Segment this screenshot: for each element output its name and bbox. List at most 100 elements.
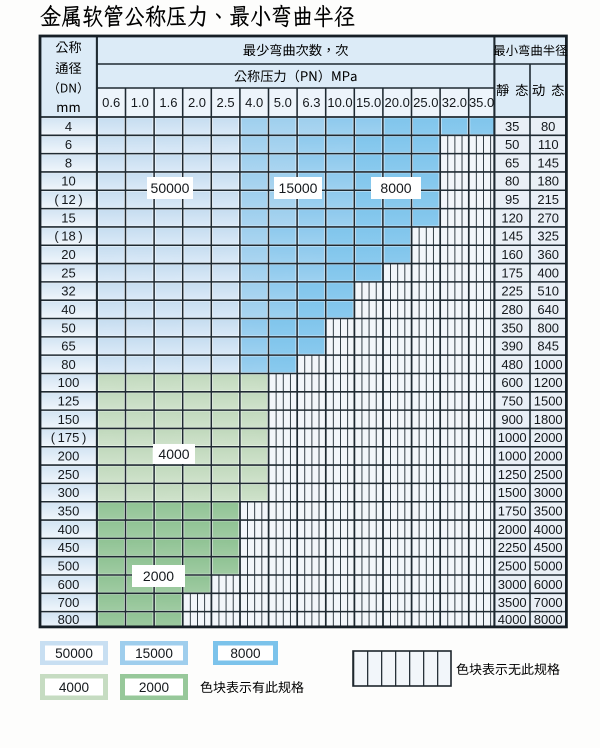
svg-text:4: 4 xyxy=(65,119,72,134)
svg-text:5000: 5000 xyxy=(534,558,563,573)
svg-text:1000: 1000 xyxy=(498,430,527,445)
svg-text:65: 65 xyxy=(505,155,519,170)
svg-text:2500: 2500 xyxy=(534,467,563,482)
svg-text:3500: 3500 xyxy=(498,595,527,610)
svg-text:25.0: 25.0 xyxy=(413,95,438,110)
svg-text:215: 215 xyxy=(537,192,559,207)
svg-text:8000: 8000 xyxy=(534,612,563,627)
svg-text:1.0: 1.0 xyxy=(131,95,149,110)
svg-text:1750: 1750 xyxy=(498,504,527,519)
svg-text:700: 700 xyxy=(58,595,80,610)
svg-text:6.3: 6.3 xyxy=(302,95,320,110)
svg-text:600: 600 xyxy=(501,375,523,390)
svg-text:100: 100 xyxy=(58,375,80,390)
svg-text:1800: 1800 xyxy=(534,412,563,427)
svg-text:32.0: 32.0 xyxy=(442,95,467,110)
svg-text:280: 280 xyxy=(501,302,523,317)
svg-text:2000: 2000 xyxy=(498,522,527,537)
svg-text:900: 900 xyxy=(501,412,523,427)
svg-text:400: 400 xyxy=(58,522,80,537)
svg-text:480: 480 xyxy=(501,357,523,372)
svg-text:2500: 2500 xyxy=(498,558,527,573)
svg-text:3000: 3000 xyxy=(534,485,563,500)
svg-text:800: 800 xyxy=(537,320,559,335)
svg-text:1500: 1500 xyxy=(534,394,563,409)
svg-text:2000: 2000 xyxy=(534,430,563,445)
svg-text:500: 500 xyxy=(58,558,80,573)
svg-text:( 12 ): ( 12 ) xyxy=(54,192,82,207)
svg-text:325: 325 xyxy=(537,229,559,244)
svg-text:350: 350 xyxy=(501,320,523,335)
svg-text:32: 32 xyxy=(61,284,75,299)
svg-text:1.6: 1.6 xyxy=(159,95,177,110)
svg-text:8000: 8000 xyxy=(380,180,411,196)
svg-text:15: 15 xyxy=(61,210,75,225)
svg-text:15000: 15000 xyxy=(135,646,173,661)
svg-text:4000: 4000 xyxy=(534,522,563,537)
svg-text:180: 180 xyxy=(537,174,559,189)
svg-text:1250: 1250 xyxy=(498,467,527,482)
svg-text:50: 50 xyxy=(505,137,519,152)
svg-text:270: 270 xyxy=(537,210,559,225)
svg-text:145: 145 xyxy=(537,155,559,170)
svg-text:4000: 4000 xyxy=(59,680,90,695)
svg-text:3500: 3500 xyxy=(534,504,563,519)
svg-text:20.0: 20.0 xyxy=(385,95,410,110)
svg-text:110: 110 xyxy=(538,137,559,152)
svg-text:3000: 3000 xyxy=(498,577,527,592)
svg-text:1000: 1000 xyxy=(498,449,527,464)
svg-text:25: 25 xyxy=(61,265,75,280)
svg-text:800: 800 xyxy=(58,612,80,627)
svg-text:50: 50 xyxy=(61,320,75,335)
svg-text:125: 125 xyxy=(58,394,80,409)
svg-text:600: 600 xyxy=(58,577,80,592)
svg-text:2000: 2000 xyxy=(534,449,563,464)
svg-text:( 175 ): ( 175 ) xyxy=(51,430,87,445)
svg-text:35: 35 xyxy=(505,119,519,134)
svg-text:2000: 2000 xyxy=(139,680,170,695)
svg-text:2.0: 2.0 xyxy=(188,95,206,110)
svg-text:640: 640 xyxy=(537,302,559,317)
svg-text:0.6: 0.6 xyxy=(102,95,120,110)
svg-text:5.0: 5.0 xyxy=(274,95,292,110)
svg-text:4500: 4500 xyxy=(534,540,563,555)
svg-text:2250: 2250 xyxy=(498,540,527,555)
svg-text:50000: 50000 xyxy=(55,646,93,661)
svg-text:360: 360 xyxy=(537,247,559,262)
svg-text:4000: 4000 xyxy=(498,612,527,627)
svg-text:10.0: 10.0 xyxy=(327,95,352,110)
svg-text:450: 450 xyxy=(58,540,80,555)
svg-text:2.5: 2.5 xyxy=(217,95,235,110)
svg-text:225: 225 xyxy=(501,284,523,299)
svg-text:1200: 1200 xyxy=(534,375,563,390)
svg-text:15000: 15000 xyxy=(279,180,318,196)
svg-text:80: 80 xyxy=(505,174,519,189)
svg-text:390: 390 xyxy=(501,339,523,354)
svg-text:120: 120 xyxy=(501,210,523,225)
svg-text:80: 80 xyxy=(541,119,555,134)
svg-text:300: 300 xyxy=(58,485,80,500)
svg-text:160: 160 xyxy=(501,247,523,262)
svg-text:95: 95 xyxy=(505,192,519,207)
svg-text:250: 250 xyxy=(58,467,80,482)
svg-text:80: 80 xyxy=(61,357,75,372)
svg-text:4.0: 4.0 xyxy=(245,95,263,110)
svg-text:50000: 50000 xyxy=(151,180,190,196)
svg-text:10: 10 xyxy=(61,174,75,189)
svg-text:400: 400 xyxy=(537,265,559,280)
svg-text:150: 150 xyxy=(58,412,80,427)
svg-text:175: 175 xyxy=(501,265,523,280)
svg-text:6: 6 xyxy=(65,137,72,152)
svg-text:845: 845 xyxy=(537,339,559,354)
svg-text:510: 510 xyxy=(537,284,559,299)
svg-text:( 18 ): ( 18 ) xyxy=(54,229,82,244)
svg-text:1500: 1500 xyxy=(498,485,527,500)
svg-text:145: 145 xyxy=(501,229,523,244)
svg-text:200: 200 xyxy=(58,449,80,464)
svg-text:6000: 6000 xyxy=(534,577,563,592)
svg-text:20: 20 xyxy=(61,247,75,262)
svg-text:4000: 4000 xyxy=(158,446,189,462)
svg-text:8: 8 xyxy=(65,155,72,170)
svg-text:40: 40 xyxy=(61,302,75,317)
svg-text:8000: 8000 xyxy=(230,646,261,661)
